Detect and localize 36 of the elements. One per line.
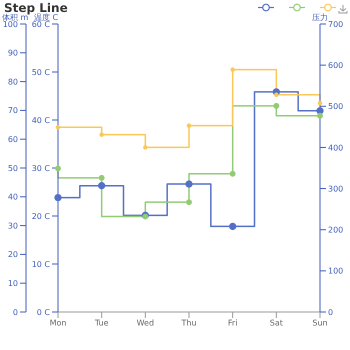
y3-tick-label: 80 [8,77,18,86]
x-tick-label: Fri [228,318,238,328]
y2-tick-label: 400 [328,143,344,152]
y3-tick-label: 90 [8,48,18,58]
y3-axis-title: 体积 m [2,13,28,22]
y3-tick-label: 40 [8,192,18,202]
y2-tick-label: 0 [328,308,334,317]
y-tick-label: 40 C [32,116,50,125]
y2-tick-label: 300 [328,184,344,194]
y3-tick-label: 30 [8,221,18,230]
y2-tick-label: 500 [328,102,344,112]
y-tick-label: 50 C [32,68,50,77]
y-tick-label: 20 C [32,212,50,221]
y3-tick-label: 60 [8,135,18,144]
y-tick-label: 0 C [36,308,50,317]
x-tick-label: Sun [312,318,328,328]
x-tick-label: Mon [50,318,66,328]
y2-tick-label: 600 [328,60,344,70]
y3-tick-label: 70 [8,106,18,116]
y2-tick-label: 700 [328,20,344,29]
y3-tick-label: 0 [12,308,18,317]
y-tick-label: 10 C [32,260,50,269]
y3-tick-label: 10 [8,279,18,288]
y3-tick-label: 20 [8,250,18,260]
y-axis-title: 温度 C [34,13,58,22]
y-tick-label: 30 C [32,164,50,173]
x-tick-label: Thu [180,318,197,328]
y2-tick-label: 100 [328,266,344,276]
y3-tick-label: 50 [8,164,18,173]
y-tick-label: 60 C [32,20,50,29]
y3-tick-label: 100 [2,20,18,29]
y2-axis-title: 压力 [312,12,328,23]
x-tick-label: Wed [136,318,154,328]
x-tick-label: Sat [270,318,283,328]
x-tick-label: Tue [94,318,109,328]
y2-tick-label: 200 [328,226,344,235]
